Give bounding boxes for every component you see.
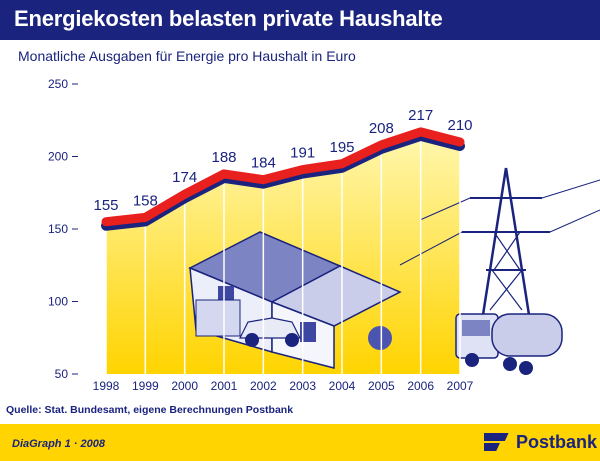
data-label: 210 <box>447 117 472 134</box>
y-tick-label: 50 <box>55 367 69 381</box>
data-label: 174 <box>172 169 197 186</box>
data-label: 155 <box>93 197 118 214</box>
data-point <box>105 220 107 223</box>
x-tick-label: 2001 <box>211 379 238 393</box>
data-point <box>301 168 304 171</box>
data-label: 184 <box>251 155 276 172</box>
x-tick-label: 2004 <box>329 379 356 393</box>
postbank-logo-icon <box>484 433 509 451</box>
credit-text: DiaGraph 1 · 2008 <box>12 438 105 450</box>
data-point <box>144 216 147 219</box>
data-point <box>419 130 422 133</box>
brand-name: Postbank <box>516 432 598 452</box>
x-axis-labels: 1998 1999 2000 2001 2002 2003 2004 2005 2006 2007 <box>93 379 474 393</box>
data-point <box>341 162 343 165</box>
tank-truck-illustration <box>455 313 563 375</box>
data-label: 217 <box>408 107 433 124</box>
data-label: 195 <box>329 139 354 156</box>
series-line-path <box>101 127 465 227</box>
data-label: 191 <box>290 145 315 162</box>
house-illustration <box>188 231 402 369</box>
y-tick-label: 100 <box>48 295 68 309</box>
footer-bar <box>0 424 600 461</box>
data-point <box>459 141 461 143</box>
chart-subtitle: Monatliche Ausgaben für Energie pro Haus… <box>18 48 356 64</box>
source-note: Quelle: Stat. Bundesamt, eigene Berechnu… <box>6 404 294 416</box>
data-point <box>223 172 225 175</box>
line-chart: 50 100 150 200 250 <box>48 77 600 393</box>
data-labels: 155 158 174 188 184 191 195 208 217 210 <box>93 107 472 214</box>
y-axis: 50 100 150 200 250 <box>48 77 78 381</box>
chart-title: Energiekosten belasten private Haushalte <box>14 6 443 31</box>
x-tick-label: 1998 <box>93 379 120 393</box>
title-bar <box>0 0 600 40</box>
y-tick-label: 250 <box>48 77 68 91</box>
x-tick-label: 2007 <box>447 379 474 393</box>
data-label: 208 <box>369 120 394 137</box>
data-point <box>183 193 186 196</box>
x-tick-label: 2002 <box>250 379 277 393</box>
x-tick-label: 2000 <box>171 379 198 393</box>
power-pylon-illustration <box>399 167 600 335</box>
x-tick-label: 2003 <box>289 379 316 393</box>
y-tick-label: 150 <box>48 222 68 236</box>
y-tick-label: 200 <box>48 150 68 164</box>
data-label: 158 <box>133 192 158 209</box>
data-label: 188 <box>211 149 236 166</box>
x-tick-label: 1999 <box>132 379 159 393</box>
year-gridlines <box>105 137 461 374</box>
data-point <box>380 143 383 146</box>
series-line <box>101 127 465 231</box>
x-tick-label: 2006 <box>407 379 434 393</box>
data-point <box>262 178 265 181</box>
x-tick-label: 2005 <box>368 379 395 393</box>
